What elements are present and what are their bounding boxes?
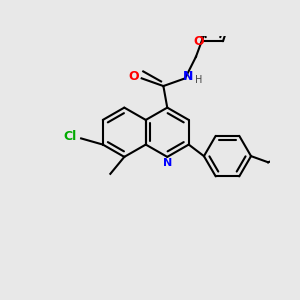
Text: O: O [194,35,204,48]
Text: O: O [129,70,139,83]
Text: N: N [183,70,194,83]
Text: H: H [195,75,203,85]
Text: N: N [163,158,172,168]
Text: Cl: Cl [64,130,77,143]
